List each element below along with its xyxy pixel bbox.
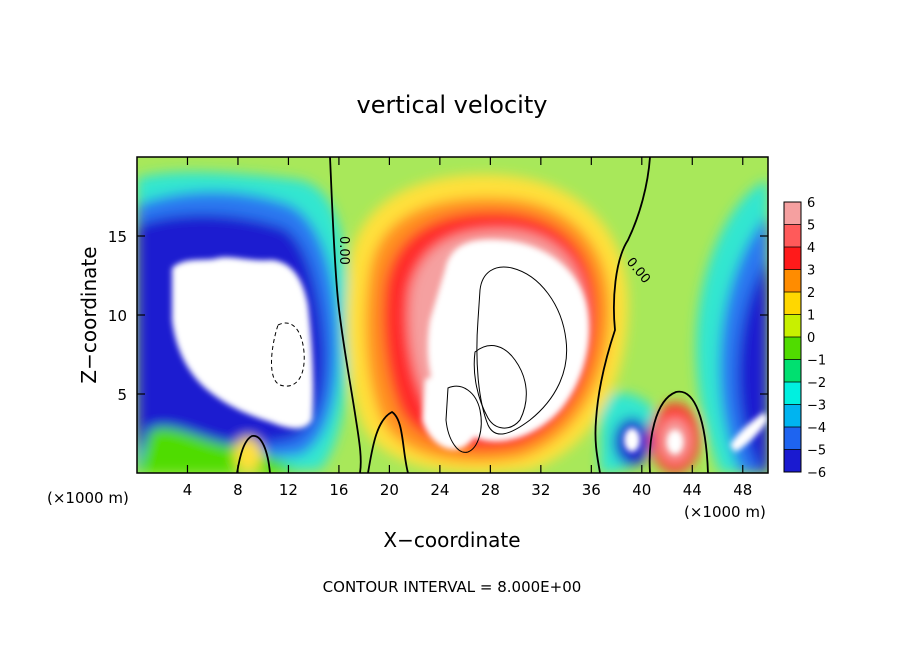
right-cell-white (667, 430, 683, 454)
x-tick-label: 48 (733, 481, 752, 499)
colorbar-label: −1 (807, 354, 826, 369)
x-axis-label: X−coordinate (383, 528, 520, 552)
colorbar-swatch (784, 247, 801, 270)
colorbar-label: 1 (807, 309, 815, 324)
colorbar-swatch (784, 449, 801, 473)
x-axis-ticks: 4 8 12 16 20 24 28 32 36 40 44 48 (183, 157, 752, 499)
contour-left-bottom (236, 435, 271, 473)
colorbar-swatch (784, 202, 801, 225)
y-tick-label: 15 (108, 228, 127, 246)
x-tick-label: 40 (632, 481, 651, 499)
colorbar-label: −3 (807, 399, 826, 414)
contour-mid-bottom (367, 410, 409, 473)
colorbar-swatch (784, 269, 801, 293)
colorbar-label: 2 (807, 286, 815, 301)
colorbar: 6 5 4 3 2 1 0 −1 −2 −3 −4 −5 −6 (783, 196, 826, 481)
y-tick-label: 5 (117, 386, 127, 404)
colorbar-swatch (784, 314, 801, 338)
zero-contour-left (329, 157, 362, 473)
colorbar-label: 0 (807, 331, 815, 346)
colorbar-label: −6 (807, 466, 826, 481)
colorbar-label: −2 (807, 376, 826, 391)
contour-interval-footer: CONTOUR INTERVAL = 8.000E+00 (323, 578, 582, 596)
far-right-white-streak (730, 412, 768, 452)
x-unit-right: (×1000 m) (684, 503, 766, 521)
contour-label-left: 0.00 (336, 236, 351, 265)
right-blue-cell-white (624, 428, 640, 452)
x-tick-label: 24 (430, 481, 449, 499)
chart-title: vertical velocity (357, 91, 548, 119)
colorbar-label: −4 (807, 421, 826, 436)
colorbar-swatch (784, 292, 801, 315)
colorbar-swatch (784, 427, 801, 450)
x-unit-left: (×1000 m) (47, 489, 129, 507)
colorbar-swatch (784, 359, 801, 383)
colorbar-label: −5 (807, 444, 826, 459)
updraft-core-contour (473, 345, 527, 429)
x-tick-label: 36 (582, 481, 601, 499)
dashed-contour-left (271, 322, 305, 387)
x-tick-label: 44 (683, 481, 702, 499)
colorbar-label: 5 (807, 219, 815, 234)
x-tick-label: 32 (531, 481, 550, 499)
contour-lines (236, 157, 709, 473)
colorbar-swatch (784, 404, 801, 428)
x-tick-label: 8 (233, 481, 243, 499)
y-axis-ticks: 5 10 15 (108, 228, 768, 404)
updraft-inner-contour (476, 266, 568, 435)
contour-right-cell (648, 390, 709, 473)
left-white-region (172, 257, 314, 429)
colorbar-swatch (784, 382, 801, 405)
updraft-outer-contour (445, 385, 482, 453)
colorbar-label: 3 (807, 264, 815, 279)
colorbar-swatch (784, 337, 801, 360)
colorbar-label: 4 (807, 241, 815, 256)
bottom-yellow-spot (234, 437, 262, 473)
x-tick-label: 20 (380, 481, 399, 499)
colorbar-swatch (784, 224, 801, 248)
x-tick-label: 12 (279, 481, 298, 499)
velocity-field (137, 157, 768, 473)
zero-contour-right (594, 157, 651, 473)
x-tick-label: 28 (481, 481, 500, 499)
colorbar-label: 6 (807, 196, 815, 211)
y-tick-label: 10 (108, 307, 127, 325)
x-tick-label: 4 (183, 481, 193, 499)
y-axis-label: Z−coordinate (77, 246, 101, 383)
x-tick-label: 16 (329, 481, 348, 499)
center-white-lobe (422, 375, 483, 450)
